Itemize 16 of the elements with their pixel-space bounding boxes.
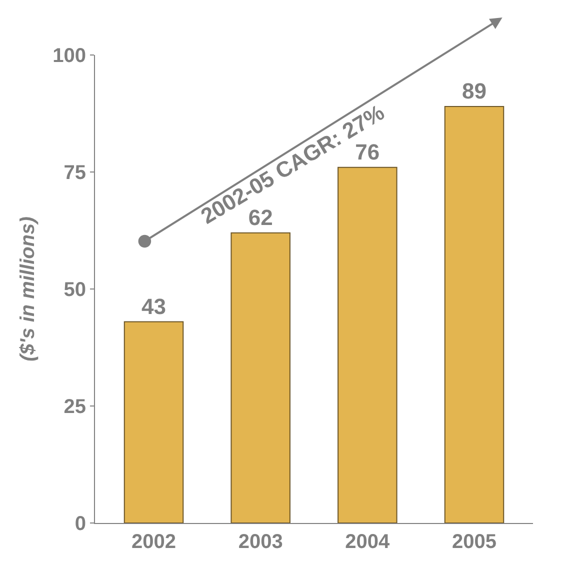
data-label: 76 — [355, 139, 380, 164]
bar — [124, 321, 184, 523]
y-tick-label: 75 — [64, 162, 86, 184]
y-tick-label: 0 — [74, 513, 86, 535]
data-label: 43 — [142, 294, 166, 319]
x-tick-label: 2003 — [238, 531, 283, 553]
bar — [444, 106, 504, 523]
y-tick-label: 25 — [64, 396, 86, 418]
y-tick-label: 100 — [52, 45, 86, 67]
data-label: 89 — [462, 78, 486, 104]
y-tick-label: 50 — [64, 279, 86, 301]
y-axis-title: ($'s in millions) — [17, 216, 40, 362]
x-tick-label: 2004 — [345, 531, 391, 553]
x-tick-label: 2002 — [132, 531, 176, 553]
bar — [230, 232, 290, 523]
x-tick-label: 2005 — [452, 531, 496, 553]
